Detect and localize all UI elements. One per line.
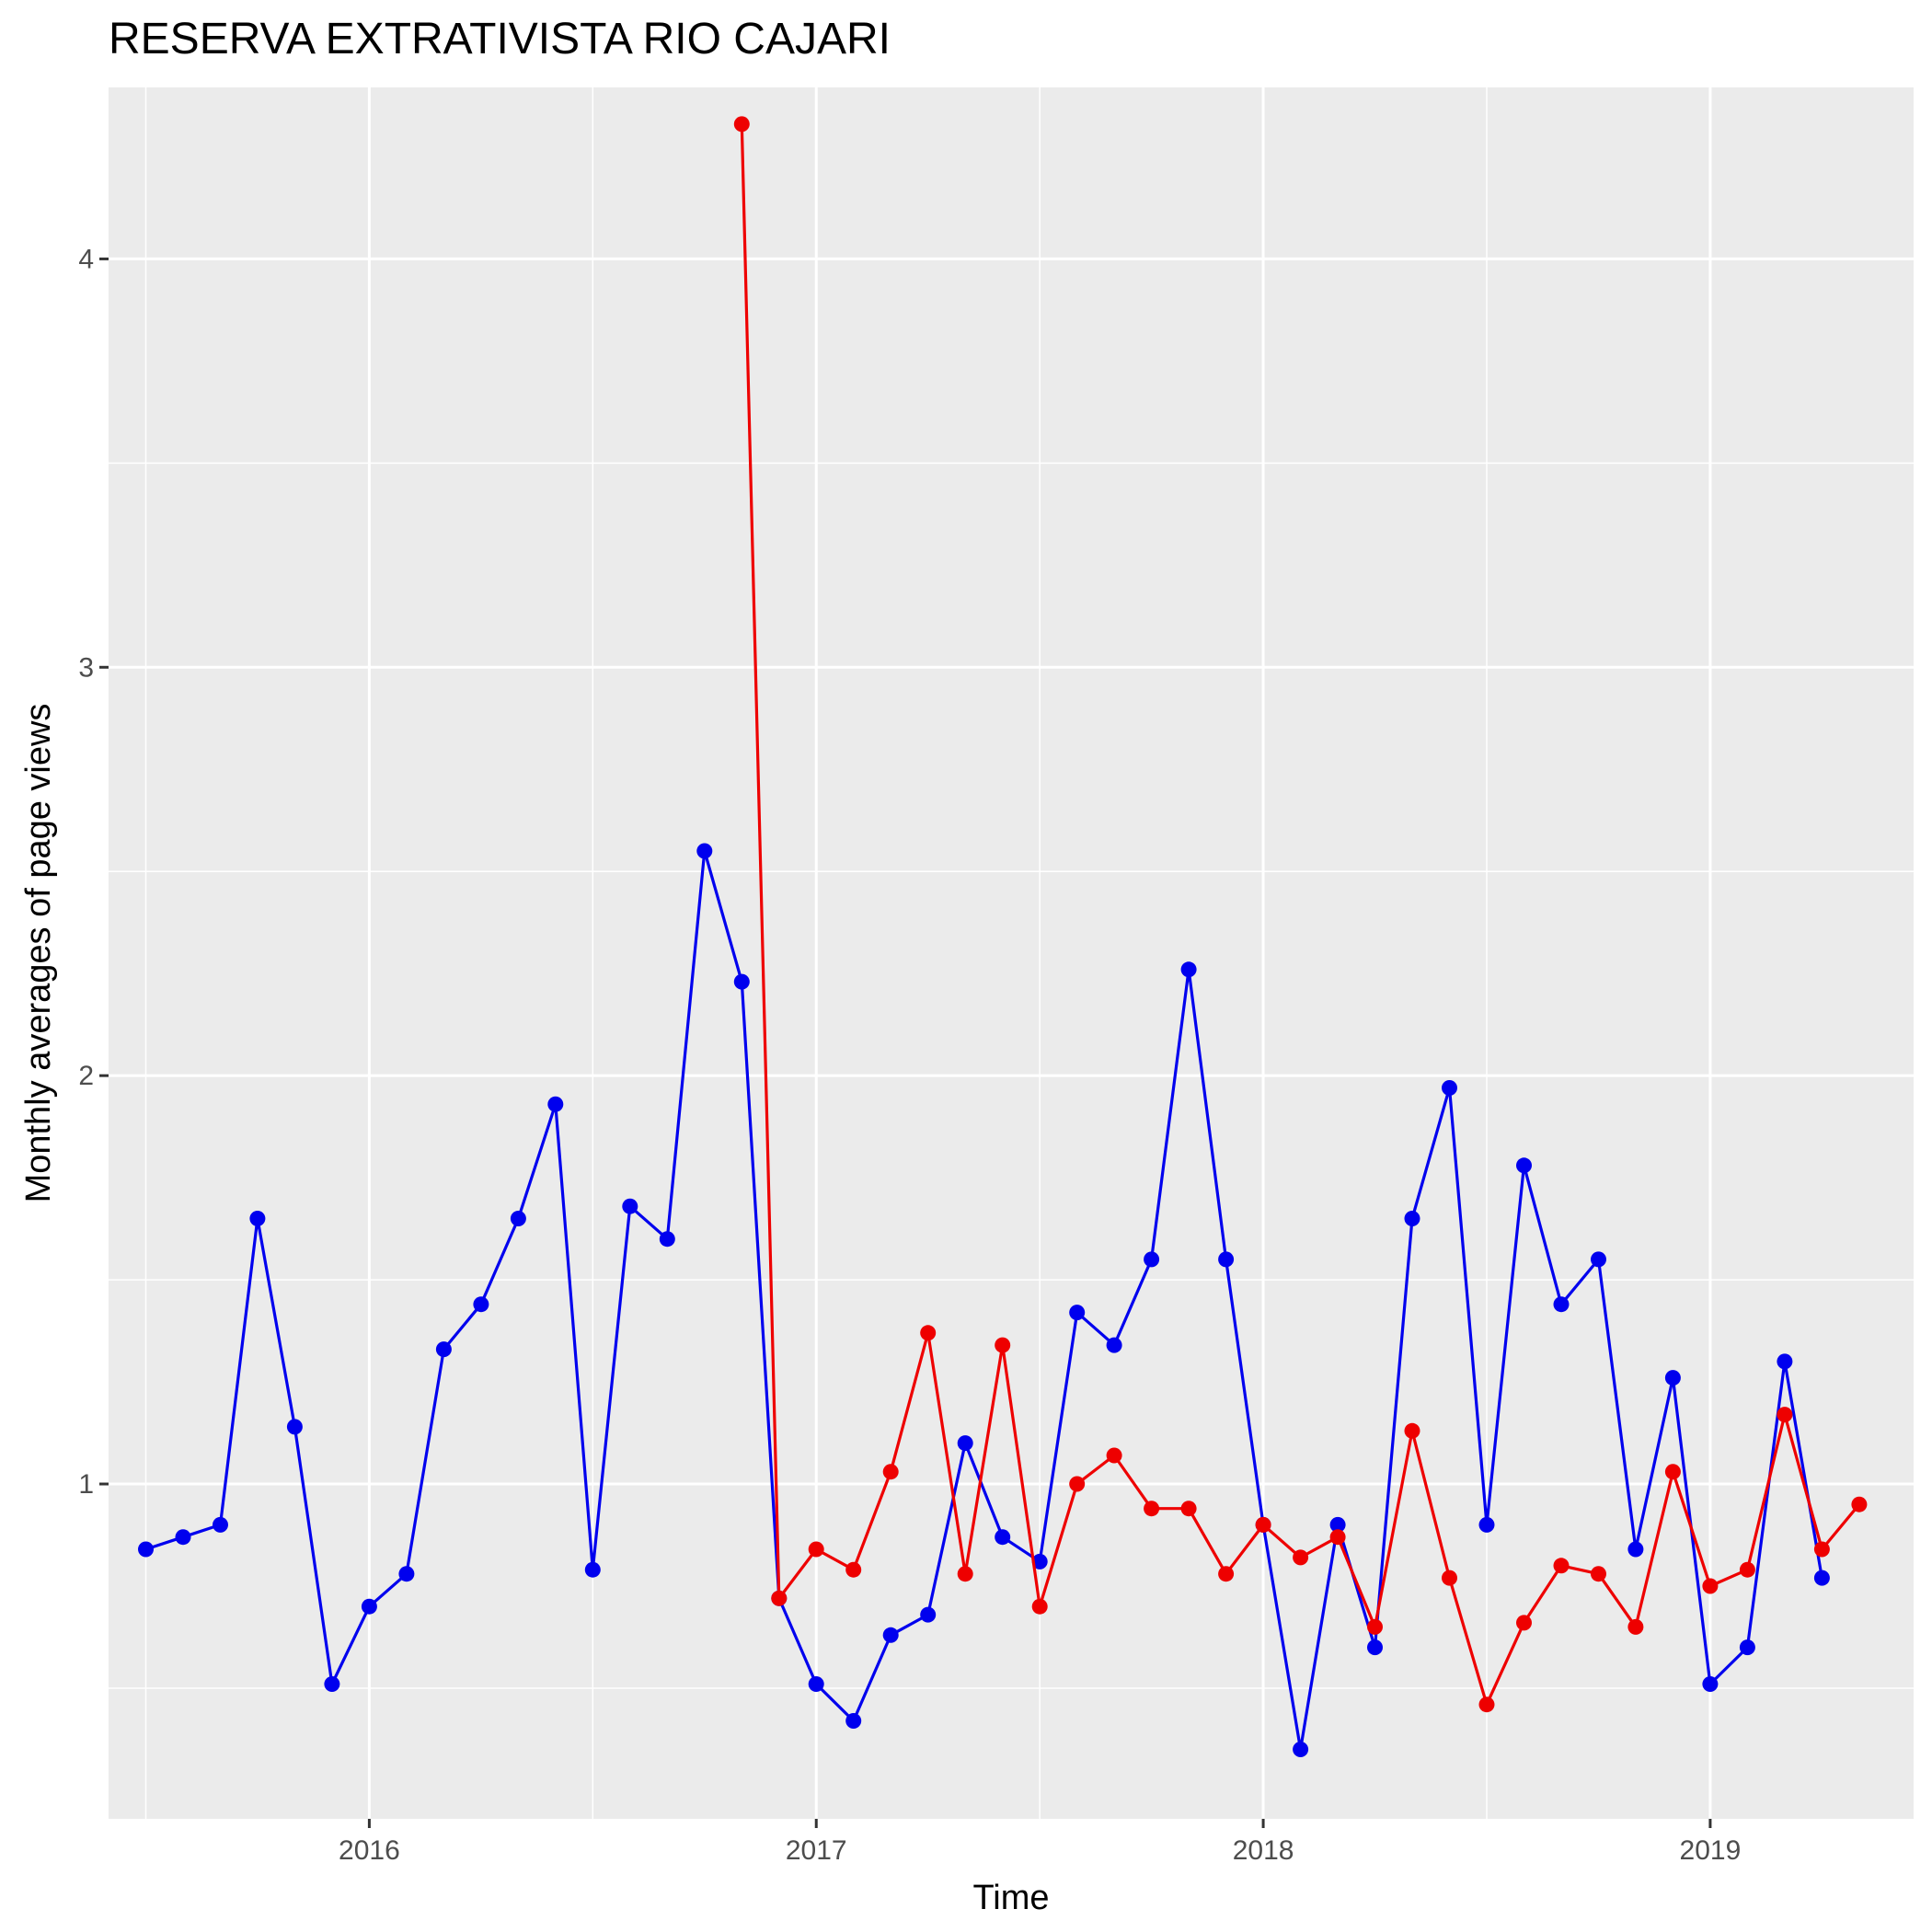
data-point (1553, 1558, 1570, 1574)
data-point (1442, 1080, 1457, 1096)
x-tick-label: 2016 (339, 1835, 400, 1866)
y-tick-label: 1 (78, 1469, 94, 1500)
data-point (882, 1464, 899, 1480)
data-point (1813, 1570, 1830, 1586)
data-point (1664, 1464, 1681, 1480)
data-point (808, 1541, 824, 1558)
grid-lines (109, 87, 1914, 1819)
data-point (1180, 961, 1197, 978)
data-point (957, 1435, 973, 1452)
x-tick-label: 2019 (1680, 1835, 1742, 1866)
data-point (1329, 1529, 1346, 1546)
data-point (1180, 1501, 1197, 1517)
data-point (1367, 1639, 1383, 1656)
data-point (659, 1231, 675, 1248)
data-point (1516, 1615, 1532, 1631)
data-point (995, 1337, 1011, 1353)
data-point (957, 1566, 973, 1582)
data-point (1702, 1676, 1719, 1692)
data-point (1777, 1353, 1793, 1370)
axes: 1 2 3 4 2016 2017 2018 2019 (78, 244, 1741, 1866)
data-point (622, 1198, 638, 1214)
data-point (1404, 1422, 1420, 1439)
y-tick-label: 4 (78, 244, 94, 274)
data-point (771, 1590, 788, 1606)
data-point (1404, 1211, 1420, 1226)
data-point (1106, 1337, 1122, 1353)
data-point (920, 1325, 937, 1341)
data-point (361, 1598, 377, 1615)
data-point (175, 1529, 191, 1546)
data-series (138, 116, 1868, 1757)
data-point (473, 1296, 489, 1313)
data-point (808, 1676, 824, 1692)
chart-title: RESERVA EXTRATIVISTA RIO CAJARI (109, 15, 891, 63)
data-point (1218, 1251, 1235, 1268)
data-point (1702, 1578, 1719, 1594)
data-point (1664, 1370, 1681, 1386)
data-point (547, 1096, 564, 1112)
data-point (733, 116, 750, 132)
data-point (324, 1676, 340, 1692)
data-point (1031, 1553, 1048, 1570)
data-point (1777, 1407, 1793, 1423)
series-1 (138, 843, 1830, 1757)
data-point (213, 1516, 228, 1533)
data-point (510, 1211, 526, 1226)
data-point (882, 1627, 899, 1643)
data-point (1627, 1541, 1644, 1558)
data-point (398, 1566, 415, 1582)
x-tick-label: 2018 (1233, 1835, 1294, 1866)
data-point (286, 1419, 303, 1435)
y-axis-title: Monthly averages of page views (19, 704, 58, 1203)
x-tick-label: 2017 (786, 1835, 847, 1866)
y-tick-label: 3 (78, 652, 94, 683)
data-point (1478, 1696, 1495, 1713)
data-point (138, 1541, 154, 1558)
data-point (1478, 1516, 1495, 1533)
data-point (1144, 1501, 1160, 1517)
data-point (1553, 1296, 1570, 1313)
data-point (845, 1561, 862, 1578)
data-point (1442, 1570, 1457, 1586)
data-point (845, 1713, 862, 1729)
data-point (1218, 1566, 1235, 1582)
data-point (1255, 1516, 1271, 1533)
data-point (995, 1529, 1011, 1546)
series-2 (733, 116, 1868, 1713)
data-point (1591, 1566, 1606, 1582)
data-point (1106, 1447, 1122, 1464)
data-point (1813, 1541, 1830, 1558)
plot-panel (109, 87, 1914, 1819)
data-point (696, 843, 713, 859)
x-axis-title: Time (972, 1879, 1049, 1917)
data-point (249, 1211, 266, 1226)
data-point (1069, 1305, 1086, 1321)
data-point (1367, 1618, 1383, 1635)
data-point (733, 973, 750, 990)
data-point (1069, 1476, 1086, 1492)
y-tick-label: 2 (78, 1061, 94, 1091)
data-point (1739, 1561, 1755, 1578)
data-point (1851, 1496, 1868, 1512)
data-point (1293, 1549, 1309, 1566)
data-point (435, 1341, 452, 1358)
data-point (1329, 1516, 1346, 1533)
data-point (1739, 1639, 1755, 1656)
data-point (920, 1606, 937, 1623)
data-point (1293, 1742, 1309, 1757)
data-point (1031, 1598, 1048, 1615)
data-point (1591, 1251, 1606, 1268)
data-point (584, 1561, 601, 1578)
data-point (1144, 1251, 1160, 1268)
data-point (1627, 1618, 1644, 1635)
data-point (1516, 1157, 1532, 1174)
series-line (145, 849, 1823, 1752)
